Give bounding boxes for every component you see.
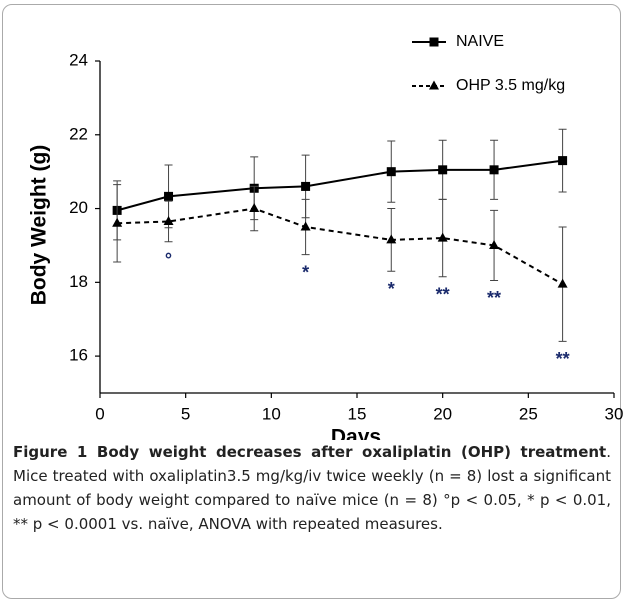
marker	[437, 232, 448, 242]
marker	[301, 181, 311, 191]
significance-mark: *	[388, 279, 395, 299]
marker	[429, 37, 439, 47]
marker	[164, 191, 174, 201]
series-line	[116, 159, 563, 212]
marker	[489, 165, 499, 175]
marker	[249, 203, 260, 213]
x-tick-label: 30	[605, 404, 624, 423]
y-axis-label: Body Weight (g)	[28, 145, 51, 306]
caption: Figure 1 Body weight decreases after oxa…	[13, 440, 611, 536]
significance-mark: *	[302, 262, 309, 282]
marker	[300, 221, 311, 231]
series-line	[117, 207, 564, 286]
x-tick-label: 15	[348, 404, 367, 423]
marker	[438, 165, 448, 175]
marker	[386, 167, 396, 177]
caption-title: Figure 1 Body weight decreases after oxa…	[13, 443, 607, 461]
significance-mark: °	[165, 250, 172, 270]
x-tick-label: 10	[262, 404, 281, 423]
marker	[429, 80, 439, 90]
marker	[163, 215, 174, 225]
legend-label: OHP 3.5 mg/kg	[456, 77, 565, 94]
x-tick-label: 0	[95, 404, 104, 423]
significance-mark: **	[556, 349, 570, 369]
x-tick-label: 20	[433, 404, 452, 423]
y-tick-label: 20	[69, 198, 88, 217]
frame	[2, 4, 621, 599]
chart: Days Body Weight (g) 16 18 20 22 24 0 5 10 15 20 2…	[28, 33, 624, 440]
marker	[557, 278, 568, 288]
caption-text: . Mice treated with oxaliplatin3.5 mg/kg…	[13, 443, 611, 533]
y-tick-label: 24	[69, 50, 88, 69]
marker	[489, 239, 500, 249]
legend-label: NAIVE	[456, 33, 504, 50]
x-axis-label: Days	[331, 426, 381, 440]
marker	[386, 234, 397, 244]
marker	[558, 156, 568, 166]
significance-mark: **	[436, 285, 450, 305]
significance-mark: **	[487, 288, 501, 308]
marker	[112, 217, 123, 227]
x-tick-label: 5	[181, 404, 190, 423]
y-tick-label: 22	[69, 124, 88, 143]
y-tick-label: 16	[69, 346, 88, 365]
y-tick-label: 18	[69, 272, 88, 291]
x-tick-label: 25	[519, 404, 538, 423]
